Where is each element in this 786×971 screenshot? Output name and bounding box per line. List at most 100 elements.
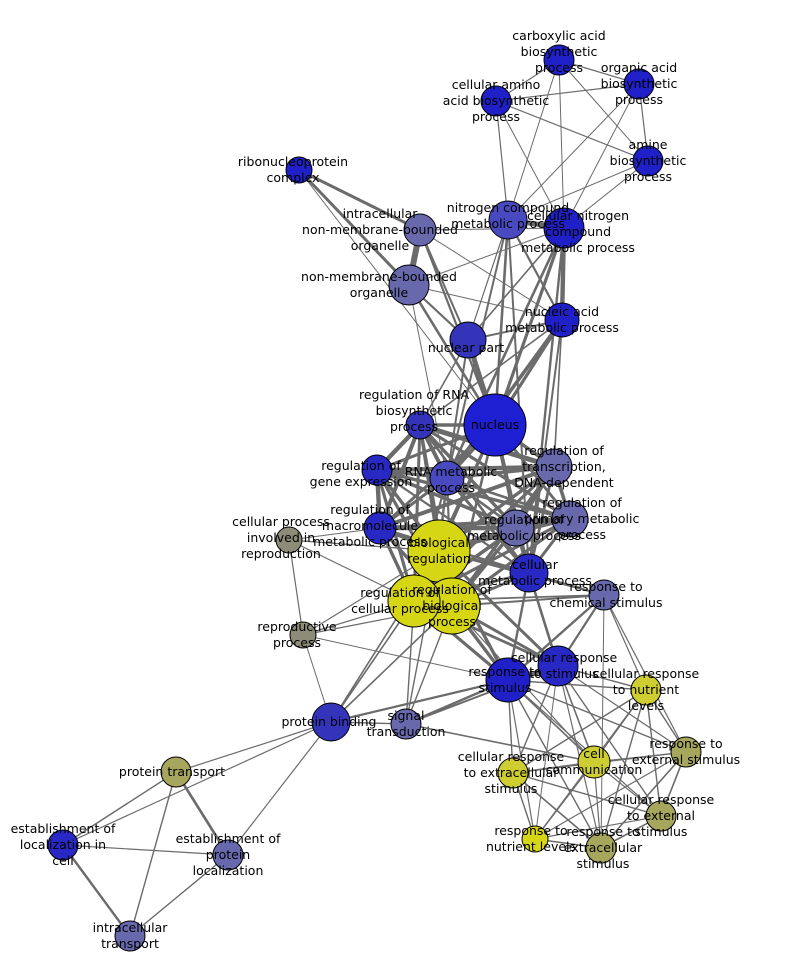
graph-node-label: nucleic acid metabolic process [505, 304, 619, 335]
graph-node-label: nitrogen compound metabolic process [447, 200, 569, 231]
graph-edge [558, 59, 565, 229]
graph-edge [378, 465, 556, 530]
graph-node[interactable] [485, 657, 531, 703]
graph-node[interactable] [645, 800, 677, 832]
graph-node[interactable] [670, 736, 702, 768]
graph-node[interactable] [388, 264, 430, 306]
graph-node[interactable] [275, 526, 303, 554]
graph-node[interactable] [449, 321, 487, 359]
graph-edge [408, 227, 565, 286]
graph-edge [495, 100, 565, 229]
graph-edge [528, 319, 563, 574]
graph-edge [129, 771, 177, 937]
graph-edge [175, 721, 332, 773]
graph-node[interactable] [630, 674, 662, 706]
graph-edge [297, 168, 422, 232]
graph-node[interactable] [488, 200, 528, 240]
graph-node-label: nucleus [471, 417, 519, 432]
graph-edge [419, 319, 563, 426]
graph-node[interactable] [114, 920, 146, 952]
graph-node[interactable] [160, 756, 192, 788]
graph-node-label: RNA metabolic process [405, 464, 498, 495]
graph-edge [495, 100, 649, 162]
graph-edge [512, 772, 662, 817]
graph-node-label: response to stimulus [468, 664, 541, 695]
graph-edge [512, 689, 647, 774]
graph-edge [446, 339, 469, 479]
graph-edge [62, 721, 332, 846]
graph-node-label: cellular metabolic process [478, 557, 592, 588]
graph-edge [507, 679, 687, 753]
graph-node[interactable] [497, 757, 529, 789]
graph-edge [600, 594, 605, 849]
graph-node[interactable] [387, 574, 441, 628]
graph-edge [329, 678, 510, 724]
graph-edge [419, 229, 563, 321]
graph-node[interactable] [480, 85, 512, 117]
graph-edge [375, 468, 531, 575]
graph-node[interactable] [497, 509, 535, 547]
graph-node[interactable] [623, 68, 655, 100]
graph-edge [603, 594, 647, 691]
graph-edge [507, 679, 647, 691]
graph-node-label: response to chemical stimulus [549, 579, 662, 610]
graph-node[interactable] [429, 460, 465, 496]
graph-node[interactable] [585, 832, 617, 864]
graph-edge [467, 219, 509, 341]
graph-node-label: regulation of transcription, DNA-dependent [514, 443, 613, 490]
graph-node-label: regulation of biological process [412, 582, 492, 629]
graph-node[interactable] [543, 207, 585, 249]
graph-node[interactable] [521, 825, 549, 853]
graph-edge [493, 218, 510, 427]
graph-edge [288, 539, 304, 636]
graph-node[interactable] [403, 213, 437, 247]
graph-node[interactable] [463, 393, 527, 457]
graph-node[interactable] [588, 579, 620, 611]
graph-node-label: cell communication [546, 746, 643, 777]
graph-edge [297, 168, 411, 287]
graph-node[interactable] [537, 645, 579, 687]
graph-node-label: intracellular transport [93, 920, 169, 951]
graph-node[interactable] [311, 702, 351, 742]
graph-node[interactable] [632, 145, 664, 177]
graph-node[interactable] [289, 621, 317, 649]
graph-edge [527, 226, 566, 575]
graph-node-label: establishment of protein localization [176, 831, 281, 878]
graph-node-label: regulation of macromolecule metabolic proc… [313, 502, 427, 549]
graph-edge [600, 689, 647, 849]
graph-node[interactable] [363, 511, 397, 545]
graph-edge [445, 476, 572, 521]
graph-edge [507, 679, 662, 817]
graph-edge [603, 594, 687, 753]
graph-node-label: protein transport [119, 764, 225, 779]
graph-edge [227, 721, 332, 856]
graph-edge [495, 100, 509, 221]
graph-node[interactable] [285, 156, 313, 184]
graph-node[interactable] [544, 302, 580, 338]
graph-edge [507, 679, 536, 840]
graph-node-label: organic acid biosynthetic process [601, 60, 678, 107]
nodes-layer [47, 44, 702, 952]
graph-edge [512, 772, 602, 849]
graph-node[interactable] [509, 553, 549, 593]
graph-edge [174, 770, 230, 857]
graph-node[interactable] [551, 500, 589, 538]
graph-node-label: carboxylic acid biosynthetic process [512, 28, 605, 75]
graph-node[interactable] [543, 44, 575, 76]
graph-node-label: regulation of cellular process [351, 585, 449, 616]
graph-node-label: cellular process involved in reproduction [232, 514, 330, 561]
graph-node[interactable] [405, 410, 435, 440]
graph-node[interactable] [577, 745, 611, 779]
graph-node-label: cellular response to nutrient levels [593, 666, 700, 713]
graph-node[interactable] [535, 448, 573, 486]
graph-edge [445, 476, 531, 575]
graph-node[interactable] [361, 454, 393, 486]
graph-node[interactable] [212, 839, 244, 871]
graph-node-label: response to extracellular stimulus [564, 824, 643, 871]
graph-node[interactable] [47, 829, 79, 861]
graph-edge [563, 83, 640, 229]
graph-node-label: biological regulation [407, 535, 471, 566]
graph-node-label: protein binding [281, 714, 376, 729]
graph-edge [408, 284, 563, 321]
graph-node[interactable] [390, 708, 422, 740]
